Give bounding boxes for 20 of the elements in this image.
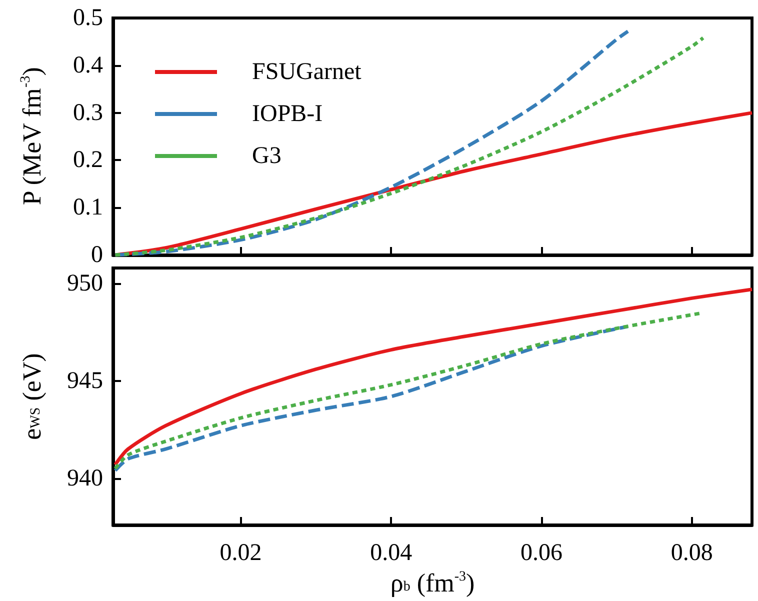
- y-tick-label: 950: [67, 270, 103, 297]
- legend-label: IOPB-I: [252, 101, 323, 127]
- y-tick-label: 0.5: [73, 5, 103, 31]
- y-tick-label: 945: [67, 368, 103, 394]
- y-axis-title: eWS (eV): [18, 353, 46, 440]
- legend-label: G3: [252, 143, 282, 169]
- y-tick-label: 0: [91, 242, 103, 268]
- y-tick-label: 0.4: [73, 52, 103, 78]
- x-tick-label: 0.06: [520, 540, 563, 566]
- y-axis-title: P (MeV fm-3): [18, 67, 46, 206]
- x-tick-label: 0.08: [670, 540, 713, 566]
- line-series: [114, 324, 630, 472]
- x-tick-label: 0.02: [220, 540, 262, 566]
- y-tick-label: 0.2: [73, 147, 103, 174]
- legend-label: FSUGarnet: [252, 59, 362, 85]
- y-tick-label: 0.3: [73, 100, 103, 126]
- y-tick-label: 940: [67, 465, 103, 492]
- y-tick-label: 0.1: [73, 194, 103, 221]
- x-tick-label: 0.04: [370, 540, 412, 566]
- line-series: [114, 288, 754, 466]
